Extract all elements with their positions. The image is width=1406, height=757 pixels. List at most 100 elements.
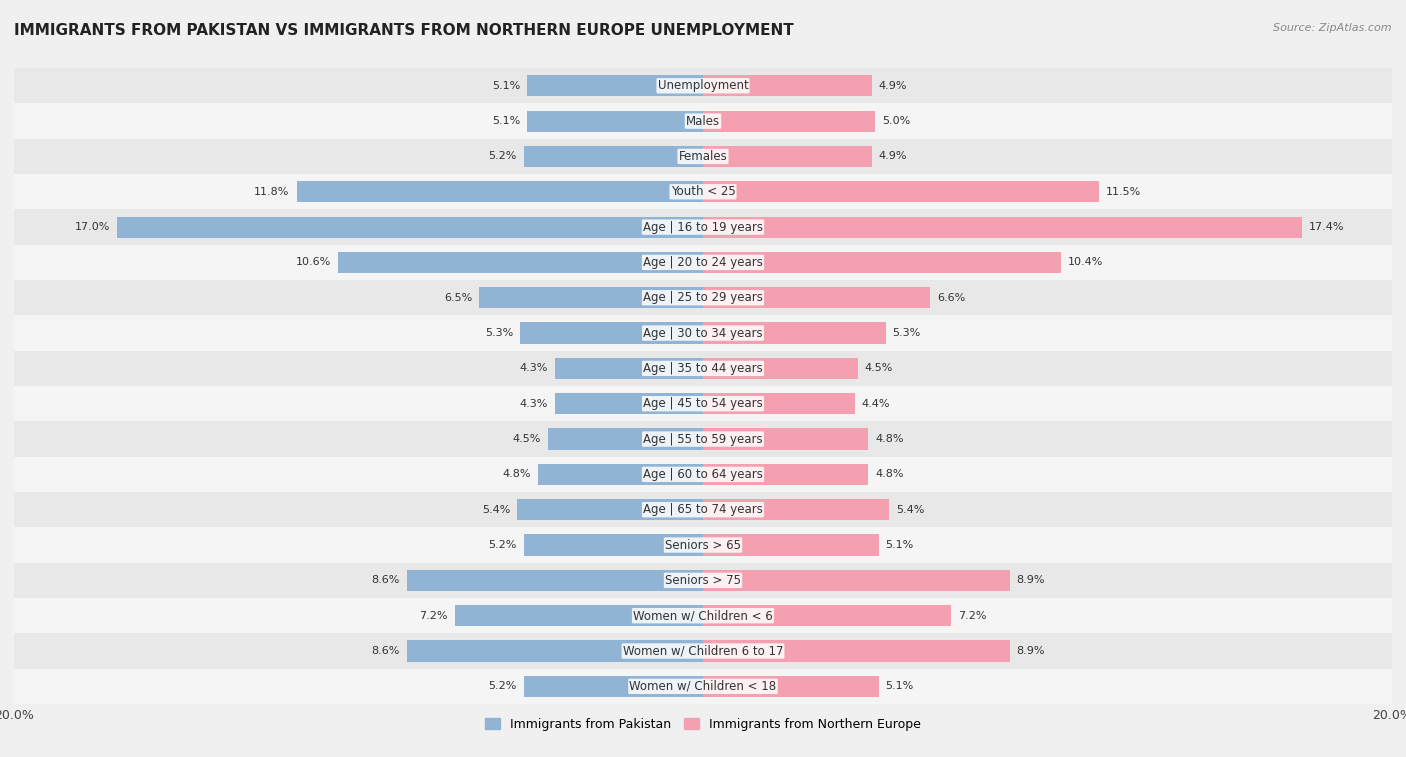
- Bar: [703, 499, 889, 520]
- Text: IMMIGRANTS FROM PAKISTAN VS IMMIGRANTS FROM NORTHERN EUROPE UNEMPLOYMENT: IMMIGRANTS FROM PAKISTAN VS IMMIGRANTS F…: [14, 23, 794, 38]
- Bar: [14, 456, 1392, 492]
- Text: 8.9%: 8.9%: [1017, 646, 1045, 656]
- Bar: [703, 287, 931, 308]
- Text: 4.9%: 4.9%: [879, 151, 907, 161]
- Bar: [520, 322, 703, 344]
- Text: 4.8%: 4.8%: [875, 434, 904, 444]
- Text: Women w/ Children < 18: Women w/ Children < 18: [630, 680, 776, 693]
- Bar: [527, 75, 703, 96]
- Text: 4.5%: 4.5%: [513, 434, 541, 444]
- Bar: [479, 287, 703, 308]
- Text: 5.2%: 5.2%: [489, 540, 517, 550]
- Bar: [14, 104, 1392, 139]
- Text: Seniors > 75: Seniors > 75: [665, 574, 741, 587]
- Text: Males: Males: [686, 114, 720, 128]
- Text: 7.2%: 7.2%: [419, 611, 449, 621]
- Text: 5.1%: 5.1%: [492, 116, 520, 126]
- Text: 5.1%: 5.1%: [886, 681, 914, 691]
- Text: 11.8%: 11.8%: [254, 187, 290, 197]
- Bar: [527, 111, 703, 132]
- Text: 8.6%: 8.6%: [371, 646, 399, 656]
- Text: Source: ZipAtlas.com: Source: ZipAtlas.com: [1274, 23, 1392, 33]
- Text: Age | 65 to 74 years: Age | 65 to 74 years: [643, 503, 763, 516]
- Bar: [524, 534, 703, 556]
- Text: 8.6%: 8.6%: [371, 575, 399, 585]
- Text: 4.4%: 4.4%: [862, 399, 890, 409]
- Text: 11.5%: 11.5%: [1107, 187, 1142, 197]
- Text: Youth < 25: Youth < 25: [671, 185, 735, 198]
- Text: Age | 35 to 44 years: Age | 35 to 44 years: [643, 362, 763, 375]
- Text: 17.0%: 17.0%: [75, 222, 111, 232]
- Text: 4.3%: 4.3%: [520, 363, 548, 373]
- Bar: [703, 252, 1062, 273]
- Text: 4.8%: 4.8%: [502, 469, 531, 479]
- Bar: [297, 181, 703, 202]
- Bar: [14, 386, 1392, 422]
- Text: 5.0%: 5.0%: [882, 116, 910, 126]
- Bar: [703, 322, 886, 344]
- Text: Women w/ Children < 6: Women w/ Children < 6: [633, 609, 773, 622]
- Text: 6.6%: 6.6%: [938, 293, 966, 303]
- Text: 17.4%: 17.4%: [1309, 222, 1344, 232]
- Bar: [14, 668, 1392, 704]
- Text: Seniors > 65: Seniors > 65: [665, 538, 741, 552]
- Bar: [555, 393, 703, 414]
- Bar: [14, 350, 1392, 386]
- Text: 4.8%: 4.8%: [875, 469, 904, 479]
- Text: 5.2%: 5.2%: [489, 151, 517, 161]
- Bar: [703, 111, 875, 132]
- Text: 5.4%: 5.4%: [896, 505, 924, 515]
- Text: Women w/ Children 6 to 17: Women w/ Children 6 to 17: [623, 644, 783, 658]
- Bar: [537, 464, 703, 485]
- Text: 4.5%: 4.5%: [865, 363, 893, 373]
- Bar: [14, 139, 1392, 174]
- Text: 10.4%: 10.4%: [1069, 257, 1104, 267]
- Bar: [14, 245, 1392, 280]
- Text: Age | 20 to 24 years: Age | 20 to 24 years: [643, 256, 763, 269]
- Bar: [14, 210, 1392, 245]
- Bar: [703, 464, 869, 485]
- Bar: [117, 217, 703, 238]
- Bar: [14, 174, 1392, 210]
- Bar: [703, 217, 1302, 238]
- Text: 4.9%: 4.9%: [879, 81, 907, 91]
- Bar: [703, 428, 869, 450]
- Text: 7.2%: 7.2%: [957, 611, 987, 621]
- Bar: [703, 358, 858, 379]
- Bar: [703, 534, 879, 556]
- Bar: [14, 634, 1392, 668]
- Bar: [703, 181, 1099, 202]
- Bar: [703, 146, 872, 167]
- Bar: [406, 640, 703, 662]
- Text: Females: Females: [679, 150, 727, 163]
- Bar: [517, 499, 703, 520]
- Text: Age | 16 to 19 years: Age | 16 to 19 years: [643, 220, 763, 234]
- Bar: [14, 492, 1392, 528]
- Text: Age | 25 to 29 years: Age | 25 to 29 years: [643, 291, 763, 304]
- Bar: [703, 676, 879, 697]
- Text: 5.1%: 5.1%: [886, 540, 914, 550]
- Text: 5.3%: 5.3%: [485, 328, 513, 338]
- Text: 8.9%: 8.9%: [1017, 575, 1045, 585]
- Bar: [456, 605, 703, 626]
- Bar: [703, 75, 872, 96]
- Bar: [14, 528, 1392, 562]
- Bar: [14, 422, 1392, 456]
- Text: 5.1%: 5.1%: [492, 81, 520, 91]
- Text: Unemployment: Unemployment: [658, 79, 748, 92]
- Bar: [703, 605, 950, 626]
- Text: 4.3%: 4.3%: [520, 399, 548, 409]
- Bar: [14, 316, 1392, 350]
- Bar: [703, 640, 1010, 662]
- Bar: [703, 570, 1010, 591]
- Bar: [548, 428, 703, 450]
- Text: 10.6%: 10.6%: [295, 257, 330, 267]
- Bar: [555, 358, 703, 379]
- Text: 5.4%: 5.4%: [482, 505, 510, 515]
- Text: Age | 45 to 54 years: Age | 45 to 54 years: [643, 397, 763, 410]
- Text: Age | 55 to 59 years: Age | 55 to 59 years: [643, 432, 763, 446]
- Bar: [14, 562, 1392, 598]
- Bar: [14, 280, 1392, 316]
- Bar: [524, 676, 703, 697]
- Bar: [703, 393, 855, 414]
